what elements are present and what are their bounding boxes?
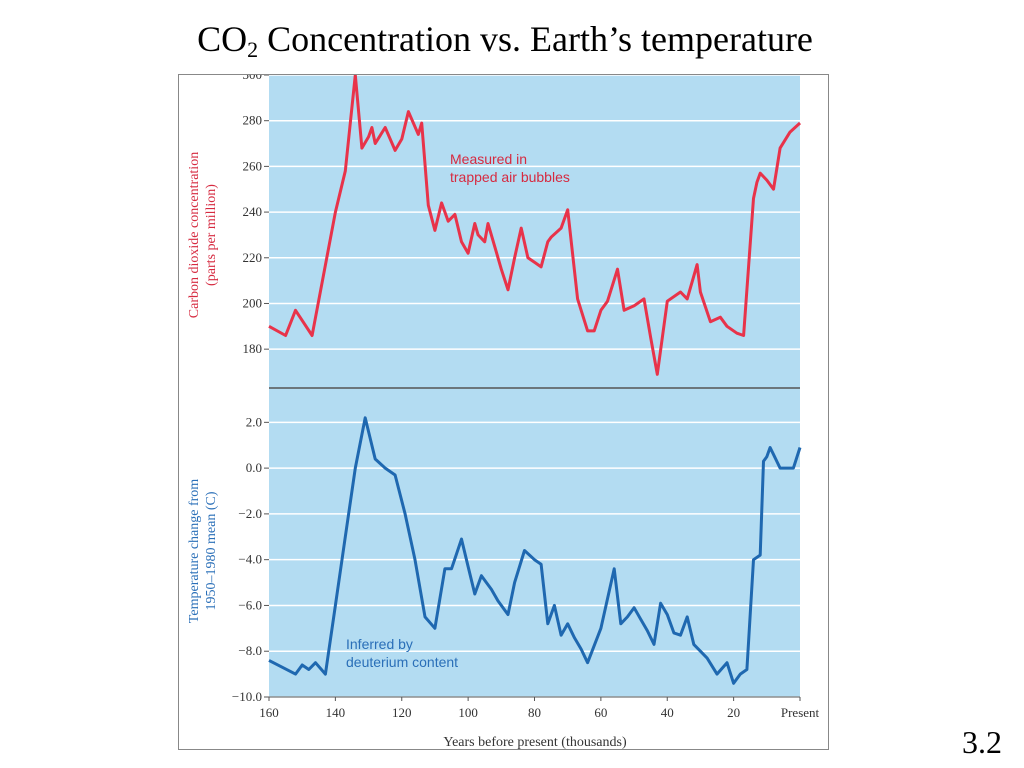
x-tick-label: 140 xyxy=(326,705,346,720)
temperature-y-axis-title-line: 1950–1980 mean (C) xyxy=(204,491,219,610)
temperature-series-line xyxy=(268,416,802,685)
temperature-y-tick-label: −10.0 xyxy=(232,689,262,704)
co2-series-line xyxy=(268,75,802,376)
co2-y-tick-label: 200 xyxy=(243,295,263,310)
co2-y-tick-label: 240 xyxy=(243,204,263,219)
temperature-y-axis-title-line: Temperature change from xyxy=(187,479,202,623)
temperature-y-tick-label: −4.0 xyxy=(238,552,262,567)
temperature-y-tick-label: −8.0 xyxy=(238,643,262,658)
co2-annotation-line: trapped air bubbles xyxy=(450,169,570,185)
slide-number: 3.2 xyxy=(962,724,1002,760)
x-tick-label: 20 xyxy=(727,705,740,720)
x-tick-label: 80 xyxy=(528,705,541,720)
x-tick-label: 40 xyxy=(661,705,674,720)
temperature-annotation-line: Inferred by xyxy=(346,636,413,652)
x-axis-title: Years before present (thousands) xyxy=(443,735,627,750)
title-subscript: 2 xyxy=(247,37,259,62)
co2-y-tick-label: 180 xyxy=(243,341,263,356)
co2-annotation-line: Measured in xyxy=(450,151,527,167)
temperature-y-tick-label: −6.0 xyxy=(238,597,262,612)
temperature-y-tick-label: 2.0 xyxy=(246,414,262,429)
title-suffix: Concentration vs. Earth’s temperature xyxy=(258,19,813,59)
co2-y-tick-label: 260 xyxy=(243,158,263,173)
figure-frame: 180 200 220 240 260 280 300 2.0 0.0 −2.0 −4.0 −6.0 −… xyxy=(178,74,829,750)
slide-title: CO2 Concentration vs. Earth’s temperatur… xyxy=(0,18,1010,63)
co2-panel-background xyxy=(269,75,800,388)
title-prefix: CO xyxy=(197,19,248,59)
x-tick-label: 160 xyxy=(259,705,279,720)
x-tick-label: 100 xyxy=(458,705,478,720)
co2-y-axis-title-line: Carbon dioxide concentration xyxy=(187,152,202,318)
co2-y-tick-label: 300 xyxy=(243,75,263,82)
temperature-annotation-line: deuterium content xyxy=(346,654,458,670)
x-tick-label: Present xyxy=(781,705,820,720)
x-tick-label: 120 xyxy=(392,705,412,720)
temperature-y-tick-label: 0.0 xyxy=(246,460,262,475)
temperature-y-tick-label: −2.0 xyxy=(238,506,262,521)
co2-temperature-chart: 180 200 220 240 260 280 300 2.0 0.0 −2.0 −4.0 −6.0 −… xyxy=(187,75,820,750)
co2-y-tick-label: 280 xyxy=(243,113,263,128)
co2-y-axis-title-line: (parts per million) xyxy=(204,184,219,286)
co2-y-tick-label: 220 xyxy=(243,250,263,265)
x-tick-label: 60 xyxy=(594,705,607,720)
temperature-panel-background xyxy=(269,388,800,697)
